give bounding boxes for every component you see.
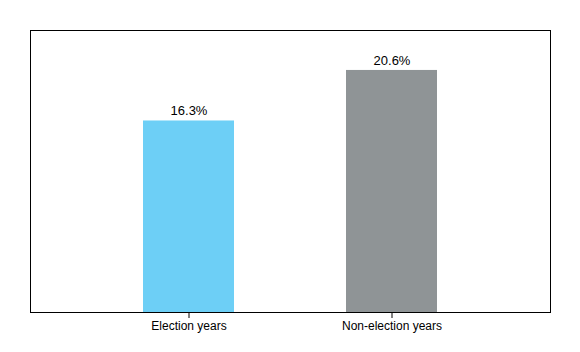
svg-text:Election years: Election years [151,319,226,333]
svg-text:16.3%: 16.3% [171,103,208,118]
svg-text:Non-election years: Non-election years [342,319,442,333]
svg-text:20.6%: 20.6% [374,53,411,68]
